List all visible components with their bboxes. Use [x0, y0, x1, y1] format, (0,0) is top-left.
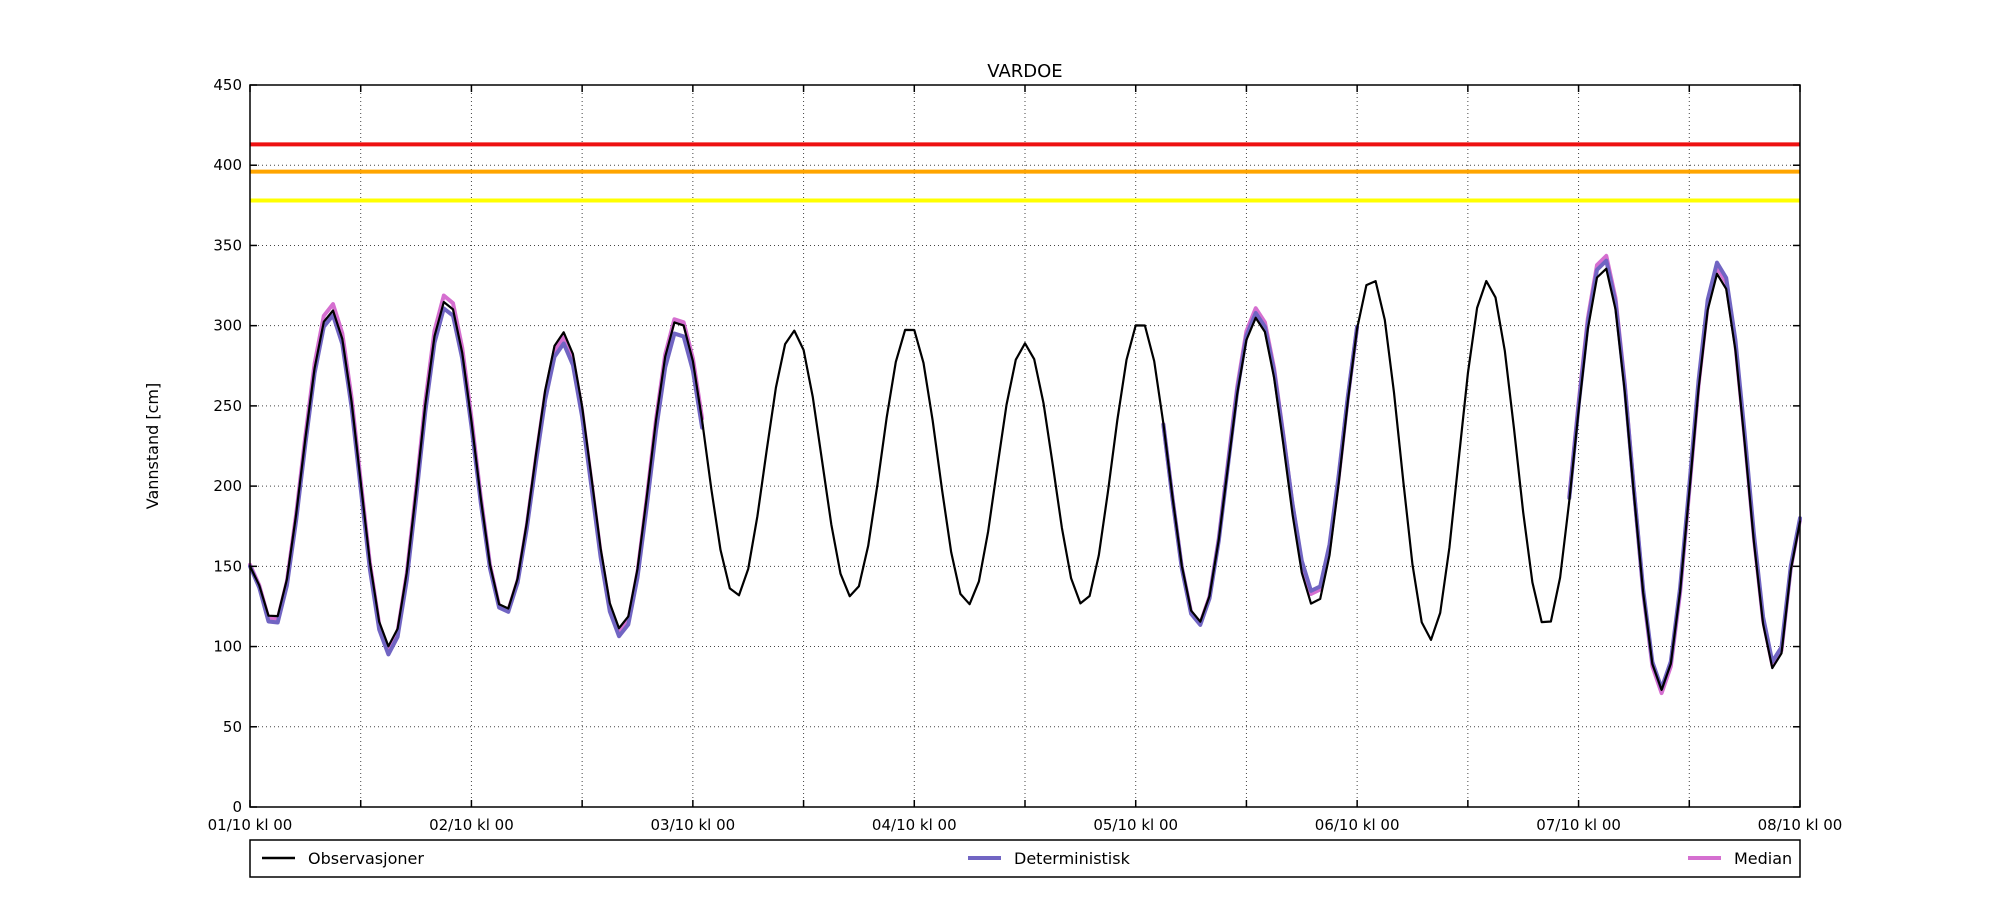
- y-tick-label: 100: [213, 638, 242, 656]
- x-tick-label: 07/10 kl 00: [1536, 816, 1621, 834]
- x-tick-label: 08/10 kl 00: [1758, 816, 1843, 834]
- gridlines: [250, 85, 1800, 807]
- x-tick-label: 03/10 kl 00: [650, 816, 735, 834]
- y-tick-label: 0: [232, 798, 242, 816]
- series-deterministisk: [1161, 311, 1360, 627]
- data-series: [248, 253, 1802, 696]
- x-tick-label: 04/10 kl 00: [872, 816, 957, 834]
- legend-label-deterministisk: Deterministisk: [1014, 849, 1131, 868]
- x-tick-labels: 01/10 kl 00 02/10 kl 00 03/10 kl 00 04/10 k…: [208, 816, 1843, 834]
- series-observasjoner: [248, 267, 1802, 692]
- x-tick-label: 01/10 kl 00: [208, 816, 293, 834]
- legend-label-observasjoner: Observasjoner: [308, 849, 424, 868]
- y-axis-label: Vannstand [cm]: [143, 383, 162, 509]
- y-tick-label: 200: [213, 477, 242, 495]
- chart-title: VARDOE: [987, 61, 1062, 82]
- x-tick-label: 06/10 kl 00: [1315, 816, 1400, 834]
- y-tick-label: 400: [213, 156, 242, 174]
- y-tick-label: 300: [213, 317, 242, 335]
- legend-box: [249, 839, 1801, 878]
- legend: Observasjoner Deterministisk Median: [249, 839, 1801, 878]
- y-tick-labels: 0 50 100 150 200 250 300 350 400 450: [213, 76, 242, 816]
- y-tick-label: 50: [223, 718, 242, 736]
- x-tick-label: 02/10 kl 00: [429, 816, 514, 834]
- y-tick-label: 250: [213, 397, 242, 415]
- plot-frame: [249, 84, 1801, 808]
- legend-label-median: Median: [1734, 849, 1792, 868]
- threshold-lines: [250, 142, 1800, 203]
- y-tick-label: 450: [213, 76, 242, 94]
- y-tick-label: 150: [213, 557, 242, 575]
- y-tick-label: 350: [213, 236, 242, 254]
- x-tick-label: 05/10 kl 00: [1093, 816, 1178, 834]
